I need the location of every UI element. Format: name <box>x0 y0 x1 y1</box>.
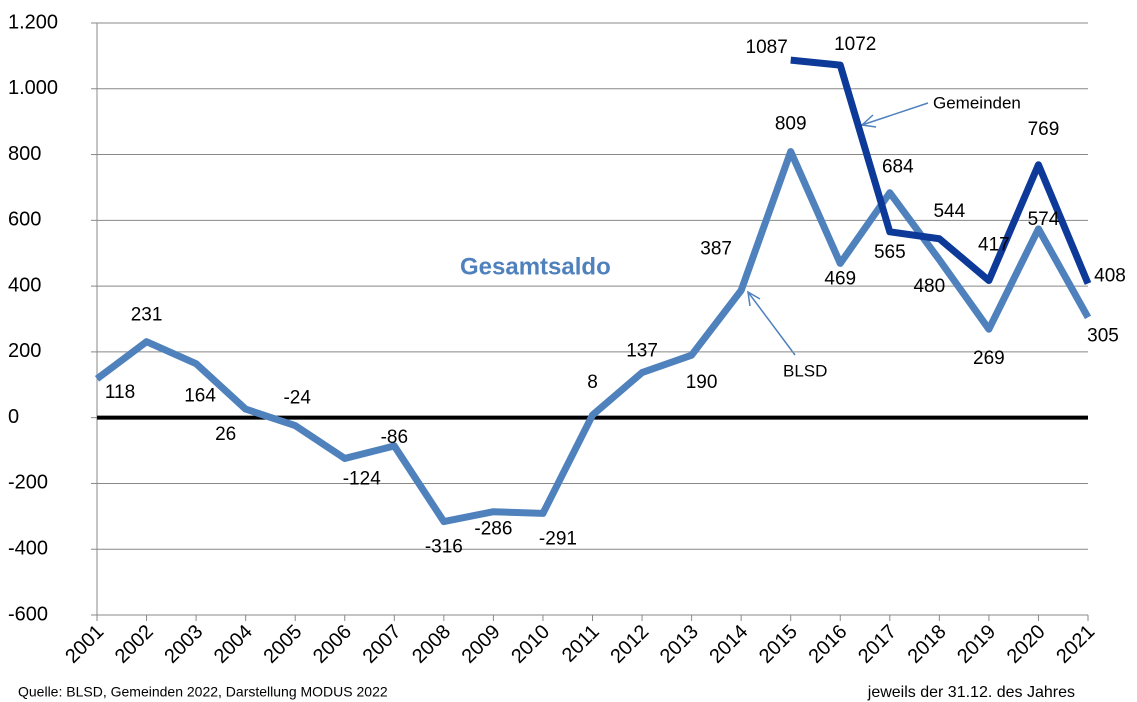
x-tick-label: 2006 <box>309 621 356 668</box>
y-tick-label: 1.200 <box>8 11 58 33</box>
data-label: 387 <box>700 238 732 259</box>
data-label: 417 <box>978 235 1010 256</box>
data-label: 574 <box>1028 209 1060 230</box>
data-label: 8 <box>587 372 598 393</box>
data-label: 118 <box>105 382 135 403</box>
x-tick-label: 2011 <box>558 621 604 667</box>
data-label: 231 <box>131 305 163 326</box>
x-tick-label: 2017 <box>854 621 901 668</box>
data-label: 544 <box>933 201 965 222</box>
data-label: 1072 <box>834 34 876 55</box>
data-label: 408 <box>1094 265 1126 286</box>
x-tick-label: 2014 <box>705 621 752 668</box>
data-label: -24 <box>283 388 311 409</box>
data-label: 469 <box>824 268 856 289</box>
x-tick-label: 2016 <box>804 621 851 668</box>
y-tick-label: -600 <box>8 603 48 625</box>
x-tick-label: 2010 <box>507 621 554 668</box>
note: jeweils der 31.12. des Jahres <box>867 684 1075 701</box>
x-tick-label: 2012 <box>606 621 653 668</box>
data-label: 164 <box>184 386 216 407</box>
data-label: 190 <box>686 372 718 393</box>
data-label: 809 <box>775 114 807 135</box>
x-tick-label: 2001 <box>61 621 108 668</box>
data-label: -291 <box>539 528 577 549</box>
data-label: -86 <box>381 427 408 448</box>
x-tick-label: 2003 <box>160 621 207 668</box>
y-tick-label: 1.000 <box>8 77 58 99</box>
data-label: -286 <box>474 519 512 540</box>
x-tick-label: 2005 <box>259 621 306 668</box>
data-label: 1087 <box>746 37 788 58</box>
data-label: 137 <box>626 341 658 362</box>
source: Quelle: BLSD, Gemeinden 2022, Darstellun… <box>18 684 388 700</box>
data-label: 26 <box>215 424 236 445</box>
series-label: BLSD <box>783 361 827 380</box>
x-tick-label: 2019 <box>953 621 1000 668</box>
y-tick-label: -400 <box>8 538 48 560</box>
y-tick-label: 0 <box>8 406 19 428</box>
x-tick-label: 2013 <box>656 621 703 668</box>
data-label: 480 <box>913 276 945 297</box>
y-tick-label: 400 <box>8 274 41 296</box>
data-label: -316 <box>425 537 463 558</box>
x-tick-label: 2008 <box>408 621 455 668</box>
data-label: -124 <box>343 468 381 489</box>
data-label: 269 <box>973 348 1005 369</box>
y-tick-label: 600 <box>8 209 41 231</box>
x-tick-label: 2020 <box>1003 621 1050 668</box>
y-tick-label: 200 <box>8 340 41 362</box>
x-tick-label: 2018 <box>904 621 951 668</box>
x-tick-label: 2021 <box>1052 621 1099 668</box>
series-line <box>790 56 1092 285</box>
data-label: 684 <box>882 157 914 178</box>
data-label: 565 <box>874 242 906 263</box>
x-tick-label: 2015 <box>755 621 802 668</box>
x-tick-label: 2002 <box>111 621 158 668</box>
y-tick-label: -200 <box>8 472 48 494</box>
series-label: Gemeinden <box>933 93 1021 112</box>
data-label: 305 <box>1087 325 1119 346</box>
x-tick-label: 2009 <box>458 621 505 668</box>
x-tick-label: 2004 <box>210 621 257 668</box>
data-label: 769 <box>1028 119 1060 140</box>
x-tick-label: 2007 <box>359 621 406 668</box>
arrows <box>747 102 929 356</box>
annotation: Gesamtsaldo <box>460 253 611 280</box>
y-tick-label: 800 <box>8 143 41 165</box>
